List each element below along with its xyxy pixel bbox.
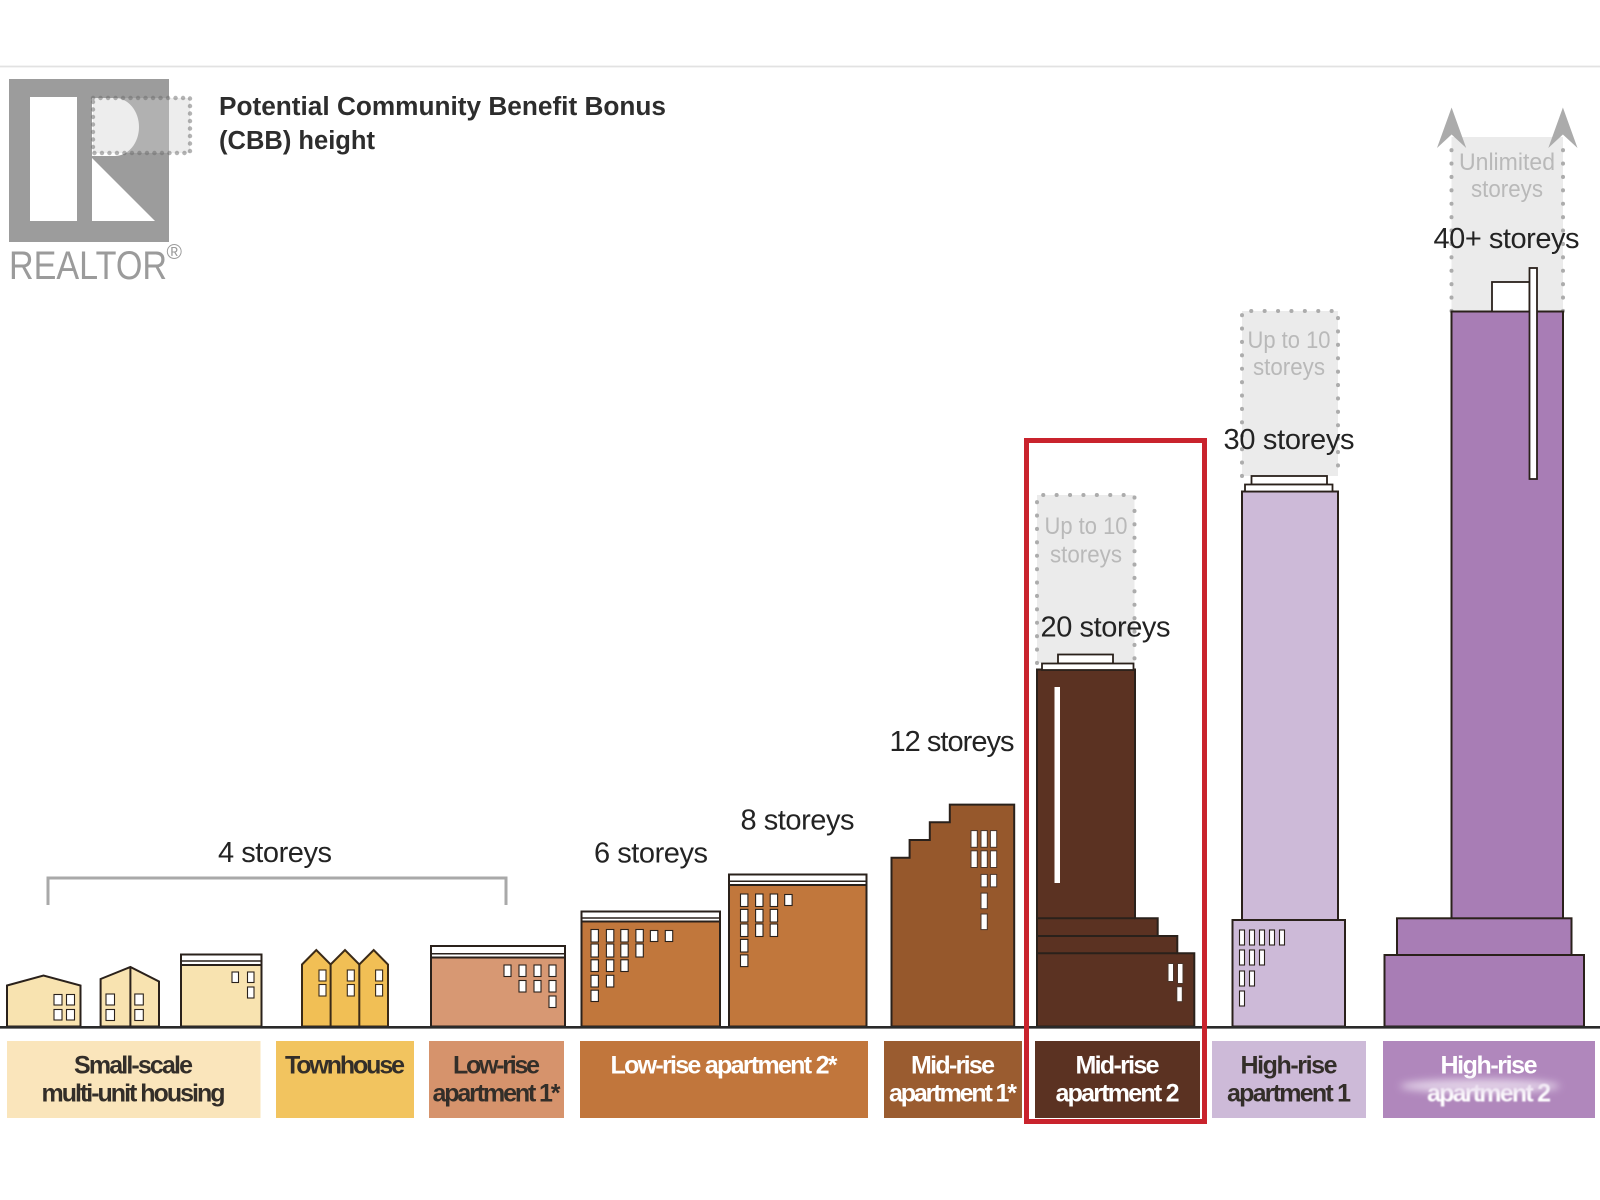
- svg-text:30 storeys: 30 storeys: [1224, 424, 1355, 456]
- svg-text:apartment 2: apartment 2: [1056, 1079, 1180, 1107]
- svg-text:40+ storeys: 40+ storeys: [1434, 223, 1580, 255]
- svg-text:storeys: storeys: [1471, 176, 1543, 203]
- svg-text:storeys: storeys: [1253, 354, 1325, 381]
- svg-text:High-rise: High-rise: [1241, 1052, 1338, 1080]
- svg-text:Low-rise apartment 2*: Low-rise apartment 2*: [611, 1052, 838, 1080]
- svg-text:Unlimited: Unlimited: [1459, 149, 1555, 176]
- svg-text:Townhouse: Townhouse: [285, 1052, 405, 1080]
- svg-text:apartment 1*: apartment 1*: [433, 1079, 561, 1107]
- svg-text:apartment 1*: apartment 1*: [889, 1079, 1017, 1107]
- svg-text:12 storeys: 12 storeys: [890, 726, 1015, 758]
- svg-text:Up to 10: Up to 10: [1045, 513, 1128, 540]
- svg-text:High-rise: High-rise: [1441, 1052, 1538, 1080]
- svg-text:4 storeys: 4 storeys: [218, 837, 332, 869]
- svg-text:®: ®: [167, 241, 183, 264]
- svg-text:6 storeys: 6 storeys: [594, 838, 708, 870]
- svg-text:Mid-rise: Mid-rise: [911, 1052, 995, 1080]
- svg-text:REALTOR: REALTOR: [9, 244, 167, 288]
- svg-text:Small-scale: Small-scale: [74, 1052, 193, 1080]
- svg-text:Low-rise: Low-rise: [453, 1052, 540, 1080]
- svg-text:multi-unit housing: multi-unit housing: [42, 1079, 226, 1107]
- svg-text:20 storeys: 20 storeys: [1041, 612, 1171, 644]
- svg-text:storeys: storeys: [1050, 542, 1122, 569]
- svg-text:apartment 1: apartment 1: [1227, 1079, 1351, 1107]
- svg-text:Mid-rise: Mid-rise: [1076, 1052, 1160, 1080]
- svg-text:Potential Community Benefit Bo: Potential Community Benefit Bonus: [219, 93, 666, 121]
- svg-text:(CBB) height: (CBB) height: [219, 127, 375, 155]
- svg-text:Up to 10: Up to 10: [1248, 327, 1331, 354]
- svg-text:8 storeys: 8 storeys: [741, 805, 855, 837]
